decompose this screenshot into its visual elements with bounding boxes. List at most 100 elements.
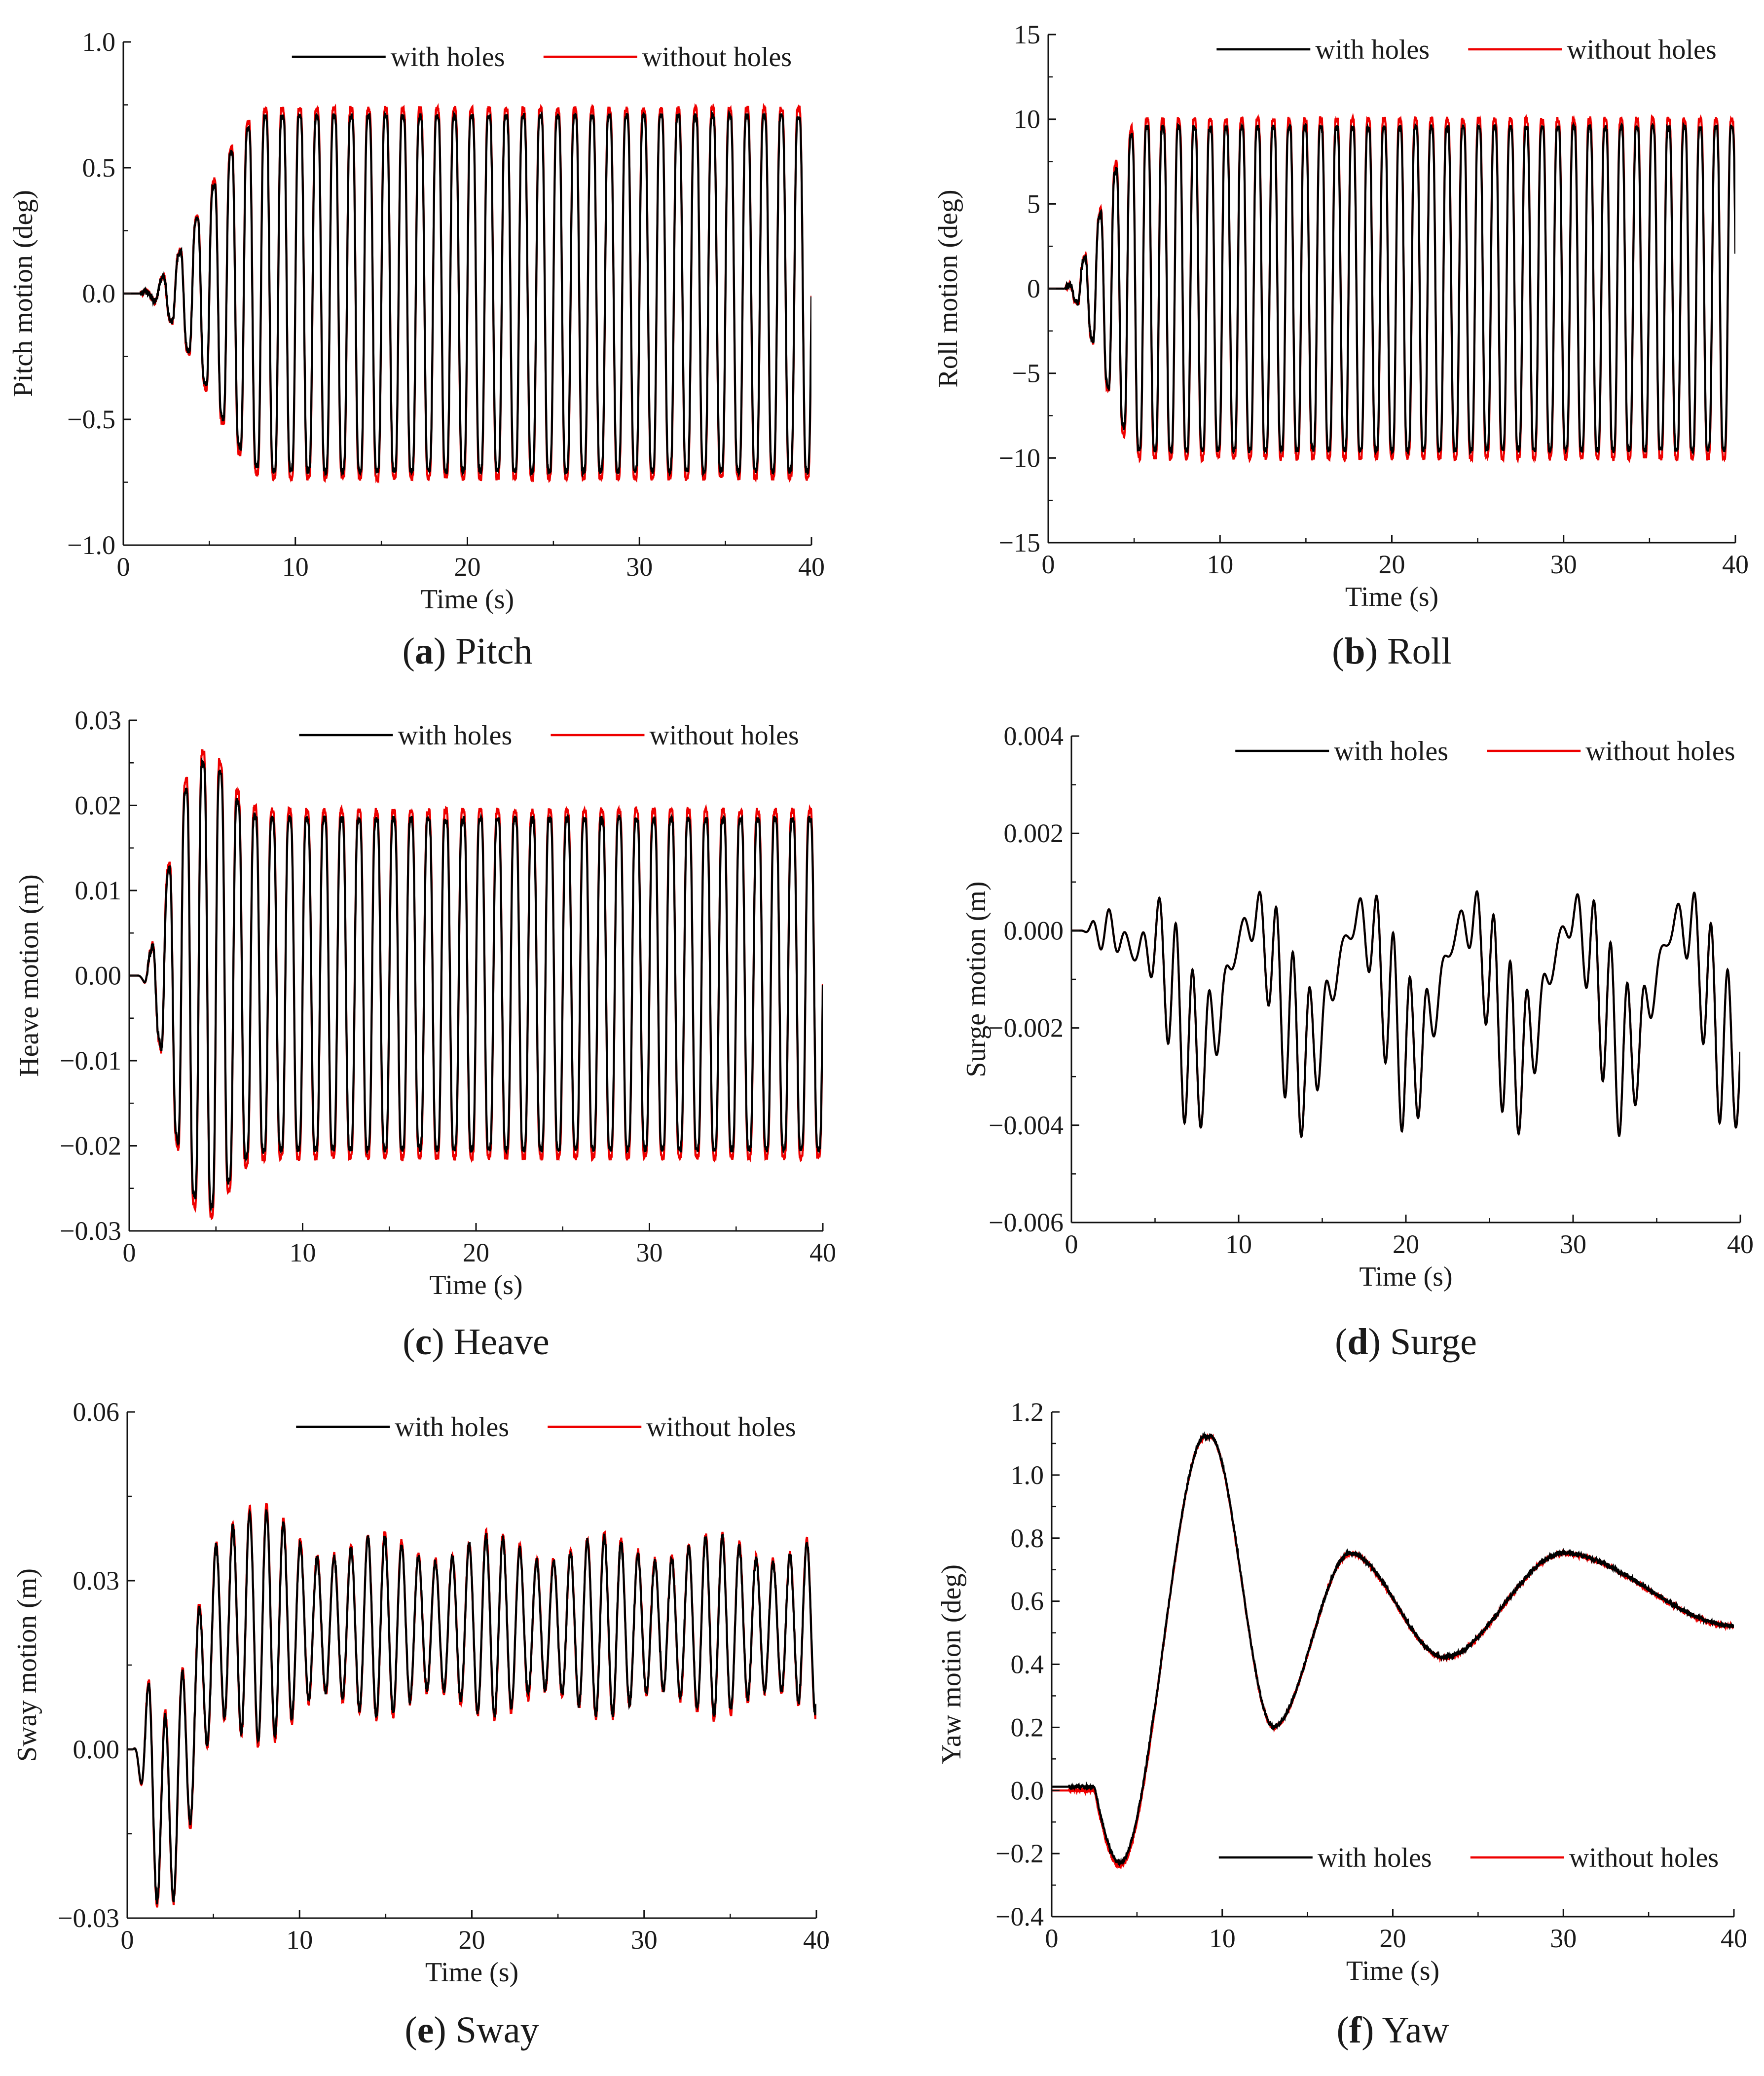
x-tick-label: 10 (1209, 1924, 1236, 1953)
y-tick-label: −15 (999, 528, 1040, 557)
x-tick-label: 40 (809, 1238, 836, 1267)
series-line-with-holes (127, 1508, 816, 1905)
caption-e: (e) Sway (404, 2009, 539, 2051)
chart-e: 0 10 20 30 40 0.06 0.03 0.00 −0.03 Time (s) Sway m… (12, 1397, 830, 2051)
x-tick-label: 10 (1225, 1229, 1252, 1259)
x-tick-label: 30 (1550, 1924, 1577, 1953)
legend-label-without-holes: without holes (1567, 35, 1716, 65)
series-line-with-holes (1071, 890, 1740, 1139)
legend-label-with-holes: with holes (391, 42, 505, 73)
series-line-with-holes (123, 109, 811, 478)
y-tick-label: 0.6 (1011, 1587, 1044, 1616)
legend-label-without-holes: without holes (642, 42, 792, 73)
x-tick-label: 30 (1560, 1229, 1586, 1259)
chart-f: 0 10 20 30 40 1.2 1.0 0.8 0.6 0.4 0.2 0.0 −0.2 −0.4 Ti… (936, 1397, 1747, 2051)
x-tick-label: 10 (282, 552, 309, 582)
x-tick-label: 20 (1380, 1924, 1406, 1953)
x-tick-label: 30 (1550, 550, 1577, 579)
x-tick-label: 30 (636, 1238, 663, 1267)
y-tick-label: 0.000 (1004, 916, 1064, 945)
y-tick-label: 0.5 (82, 153, 116, 183)
x-tick-label: 0 (117, 552, 130, 582)
legend-label-with-holes: with holes (1334, 736, 1448, 767)
legend-label-with-holes: with holes (398, 720, 512, 751)
caption-letter: a (415, 630, 434, 672)
y-tick-label: −0.03 (60, 1216, 121, 1246)
caption-text: Yaw (1382, 2009, 1449, 2051)
y-tick-label: −0.004 (989, 1111, 1064, 1140)
caption-paren-open: ( (1332, 630, 1344, 672)
y-tick-label: 0.4 (1011, 1650, 1044, 1679)
y-tick-label: −0.4 (995, 1902, 1044, 1931)
y-tick-label: 0.004 (1004, 721, 1064, 751)
x-tick-label: 20 (1393, 1229, 1419, 1259)
caption-a: (a) Pitch (403, 630, 533, 672)
y-tick-label: 1.0 (1011, 1460, 1044, 1490)
x-tick-label: 30 (626, 552, 653, 582)
y-tick-label: −0.03 (58, 1903, 119, 1933)
legend-label-with-holes: with holes (1318, 1843, 1432, 1873)
y-tick-label: −0.01 (60, 1046, 121, 1075)
caption-paren-close: ) (1361, 2009, 1382, 2051)
y-tick-label: 0.03 (73, 1566, 120, 1595)
y-axis-title: Roll motion (deg) (933, 189, 963, 387)
y-tick-label: 1.2 (1011, 1397, 1044, 1427)
x-tick-label: 0 (1045, 1924, 1059, 1953)
caption-d: (d) Surge (1335, 1321, 1477, 1363)
series-line-with-holes (1048, 121, 1735, 456)
x-tick-label: 20 (1379, 550, 1405, 579)
x-tick-label: 20 (459, 1925, 485, 1955)
caption-letter: d (1347, 1321, 1368, 1363)
caption-text: Roll (1387, 630, 1452, 672)
y-axis-title: Yaw motion (deg) (936, 1564, 967, 1764)
chart-b: 0 10 20 30 40 15 10 5 0 −5 −10 −15 Time (s) Roll moti… (933, 20, 1749, 672)
y-axis-title: Sway motion (m) (12, 1568, 42, 1762)
y-tick-label: 0.0 (82, 279, 116, 308)
caption-paren-close: ) (1368, 1321, 1390, 1363)
caption-text: Sway (456, 2009, 539, 2051)
series-line-without-holes (1048, 112, 1735, 464)
x-tick-label: 40 (1721, 1924, 1747, 1953)
y-axis-title: Surge motion (m) (961, 881, 992, 1077)
x-tick-label: 0 (1042, 550, 1055, 579)
y-tick-label: −0.5 (67, 405, 115, 434)
x-tick-label: 10 (286, 1925, 313, 1955)
y-tick-label: 0.02 (75, 791, 122, 820)
x-axis-title: Time (s) (425, 1957, 518, 1988)
chart-d: 0 10 20 30 40 0.004 0.002 0.000 −0.002 −0.004 −0.0… (961, 721, 1754, 1363)
y-tick-label: 5 (1027, 189, 1040, 219)
chart-a: 0 10 20 30 40 1.0 0.5 0.0 −0.5 −1.0 Time (s) Pitch … (8, 27, 825, 672)
caption-paren-open: ( (1335, 1321, 1347, 1363)
chart-c: 0 10 20 30 40 0.03 0.02 0.01 0.00 −0.01 −0.02 −0.03… (14, 705, 836, 1363)
x-tick-label: 40 (803, 1925, 830, 1955)
x-tick-label: 10 (290, 1238, 316, 1267)
y-tick-label: −1.0 (67, 530, 115, 560)
caption-paren-open: ( (403, 1321, 415, 1363)
legend-label-without-holes: without holes (646, 1412, 796, 1443)
x-tick-label: 0 (123, 1238, 136, 1267)
x-tick-label: 0 (121, 1925, 134, 1955)
y-tick-label: 10 (1014, 105, 1040, 134)
legend-label-without-holes: without holes (649, 720, 799, 751)
y-tick-label: 0.06 (73, 1397, 120, 1427)
y-tick-label: 0.01 (75, 876, 122, 905)
y-tick-label: 0.00 (75, 961, 122, 991)
x-axis-title: Time (s) (421, 584, 514, 615)
legend-label-with-holes: with holes (1315, 35, 1430, 65)
x-axis-title: Time (s) (429, 1270, 522, 1300)
x-tick-label: 10 (1207, 550, 1233, 579)
x-tick-label: 40 (1722, 550, 1749, 579)
caption-letter: f (1349, 2009, 1362, 2051)
x-axis-title: Time (s) (1359, 1261, 1452, 1292)
x-tick-label: 20 (454, 552, 481, 582)
series-line-with-holes (1052, 1431, 1734, 1867)
x-tick-label: 0 (1065, 1229, 1078, 1259)
caption-letter: b (1344, 630, 1365, 672)
caption-paren-open: ( (404, 2009, 417, 2051)
x-tick-label: 40 (798, 552, 825, 582)
y-axis-title: Heave motion (m) (14, 874, 44, 1077)
caption-paren-close: ) (434, 2009, 455, 2051)
caption-b: (b) Roll (1332, 630, 1452, 672)
caption-c: (c) Heave (403, 1321, 549, 1363)
